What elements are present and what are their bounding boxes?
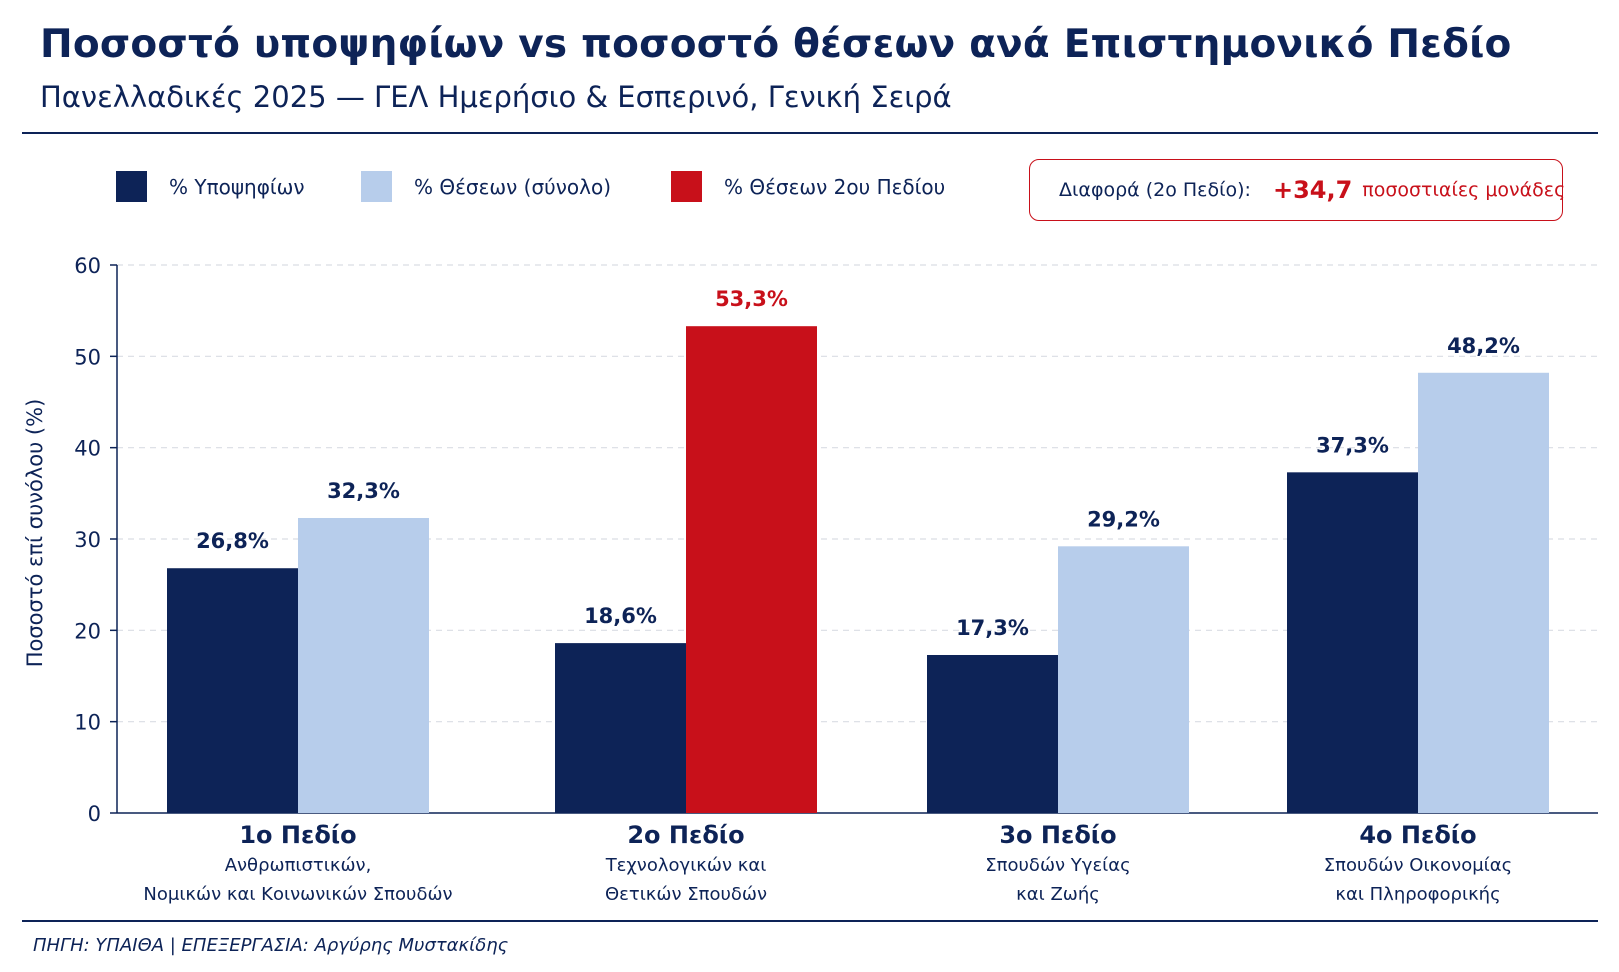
bar-positions bbox=[298, 517, 429, 813]
data-label-positions: 48,2% bbox=[1447, 334, 1520, 358]
category-label: 4ο Πεδίο bbox=[1359, 821, 1476, 849]
source-note: ΠΗΓΗ: ΥΠΑΙΘΑ | ΕΠΕΞΕΡΓΑΣΙΑ: Αργύρης Μυστ… bbox=[33, 935, 509, 956]
data-label-candidates: 18,6% bbox=[584, 604, 657, 628]
data-label-candidates: 37,3% bbox=[1316, 433, 1389, 457]
data-label-positions: 53,3% bbox=[715, 287, 788, 311]
category-label: 2ο Πεδίο bbox=[627, 821, 744, 849]
category-description: Νομικών και Κοινωνικών Σπουδών bbox=[143, 884, 452, 905]
category-description: Ανθρωπιστικών, bbox=[225, 855, 372, 876]
callout-unit: ποσοστιαίες μονάδες bbox=[1362, 179, 1566, 201]
legend-item-field2-positions: % Θέσεων 2ου Πεδίου bbox=[671, 171, 945, 202]
data-label-positions: 32,3% bbox=[327, 479, 400, 503]
legend-item-positions: % Θέσεων (σύνολο) bbox=[361, 171, 611, 202]
bar-candidates bbox=[927, 654, 1058, 813]
difference-callout: Διαφορά (2ο Πεδίο): +34,7 ποσοστιαίες μο… bbox=[1029, 159, 1566, 221]
callout-value: +34,7 bbox=[1272, 176, 1353, 204]
legend-label-candidates: % Υποψηφίων bbox=[169, 174, 305, 199]
legend-swatch-field2-positions bbox=[671, 171, 702, 202]
category-description: Τεχνολογικών και bbox=[605, 855, 767, 876]
chart-subtitle: Πανελλαδικές 2025 — ΓΕΛ Ημερήσιο & Εσπερ… bbox=[40, 80, 952, 114]
category-description: Θετικών Σπουδών bbox=[605, 884, 767, 905]
callout-label: Διαφορά (2ο Πεδίο): bbox=[1059, 179, 1251, 201]
category-description: και Πληροφορικής bbox=[1335, 884, 1500, 905]
y-tick-label: 50 bbox=[74, 345, 101, 369]
legend-swatch-positions bbox=[361, 171, 392, 202]
data-label-candidates: 26,8% bbox=[196, 529, 269, 553]
category-label: 1ο Πεδίο bbox=[239, 821, 356, 849]
header-divider bbox=[22, 132, 1598, 134]
bar-candidates bbox=[555, 643, 686, 813]
y-tick-label: 40 bbox=[74, 437, 101, 461]
data-label-candidates: 17,3% bbox=[956, 616, 1029, 640]
category-label: 3ο Πεδίο bbox=[999, 821, 1116, 849]
legend-label-positions: % Θέσεων (σύνολο) bbox=[414, 174, 612, 199]
legend-label-field2-positions: % Θέσεων 2ου Πεδίου bbox=[724, 174, 946, 199]
bar-candidates bbox=[1287, 472, 1418, 813]
y-tick-label: 10 bbox=[74, 711, 101, 735]
category-description: και Ζωής bbox=[1016, 884, 1100, 905]
footer-divider bbox=[22, 920, 1598, 922]
category-description: Σπουδών Οικονομίας bbox=[1324, 855, 1512, 876]
category-description: Σπουδών Υγείας bbox=[985, 855, 1130, 876]
legend-swatch-candidates bbox=[116, 171, 147, 202]
y-tick-label: 60 bbox=[74, 254, 101, 278]
bar-positions bbox=[1418, 372, 1549, 813]
bar-candidates bbox=[167, 568, 298, 813]
bar-field2-positions bbox=[686, 326, 817, 813]
data-label-positions: 29,2% bbox=[1087, 507, 1160, 531]
y-tick-label: 20 bbox=[74, 619, 101, 643]
legend-item-candidates: % Υποψηφίων bbox=[116, 171, 305, 202]
bar-positions bbox=[1058, 546, 1189, 813]
y-tick-label: 30 bbox=[74, 528, 101, 552]
y-tick-label: 0 bbox=[88, 802, 101, 826]
chart-title: Ποσοστό υποψηφίων vs ποσοστό θέσεων ανά … bbox=[40, 22, 1512, 67]
